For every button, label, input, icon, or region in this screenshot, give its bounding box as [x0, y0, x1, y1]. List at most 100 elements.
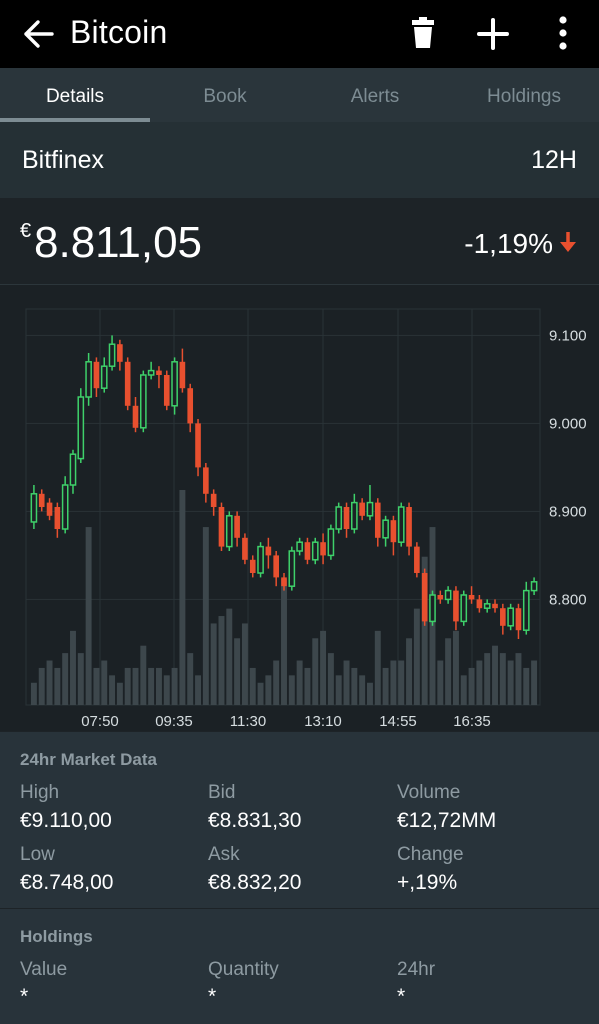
candle-body — [265, 546, 272, 556]
candle-body — [311, 541, 319, 561]
volume-bar — [195, 675, 202, 705]
holdings-value-label: Value — [20, 959, 68, 980]
candle-body — [249, 559, 256, 573]
tab-bar: Details Book Alerts Holdings — [0, 68, 599, 122]
candle-body — [444, 589, 452, 601]
volume-bar — [523, 667, 530, 705]
volume-bar — [366, 682, 373, 705]
volume-bar — [492, 645, 498, 705]
tab-book[interactable]: Book — [203, 86, 247, 107]
candle-body — [327, 528, 335, 557]
low-value: €8.748,00 — [20, 871, 114, 894]
tab-alerts[interactable]: Alerts — [350, 86, 400, 107]
candle-body — [429, 594, 436, 623]
exchange-name: Bitfinex — [22, 146, 104, 174]
trash-icon[interactable] — [403, 14, 443, 54]
volume-bar — [46, 660, 53, 705]
volume-bar — [62, 653, 69, 705]
volume-bar — [515, 653, 522, 705]
volume-bar — [93, 667, 100, 705]
candle-body — [85, 361, 92, 398]
candle-body — [171, 361, 178, 407]
y-tick-label: 9.000 — [549, 415, 587, 432]
app-bar: Bitcoin — [0, 0, 599, 68]
candle-body — [156, 370, 162, 375]
candle-body — [147, 369, 155, 376]
tab-details[interactable]: Details — [45, 86, 105, 107]
volume-bar — [116, 682, 123, 705]
candle-body — [225, 515, 233, 548]
volume-bar — [445, 638, 452, 705]
candle-body — [296, 541, 303, 552]
candle-body — [30, 493, 38, 523]
candle-body — [234, 515, 240, 538]
exchange-row[interactable]: Bitfinex 12H — [0, 122, 599, 198]
volume-bar — [38, 667, 45, 705]
price-chart[interactable]: 07:50 09:35 11:30 13:10 14:55 16:35 9.100 9.000… — [0, 285, 599, 731]
volume-bar — [179, 490, 186, 705]
volume-bar — [140, 645, 147, 705]
market-data-section: 24hr Market Data High €9.110,00 Bid €8.8… — [0, 732, 599, 908]
x-tick-label: 14:55 — [379, 713, 417, 730]
candle-body — [117, 344, 123, 362]
volume-bar — [241, 623, 248, 705]
candle-body — [390, 520, 397, 543]
volume-bar — [531, 660, 538, 705]
candle-body — [382, 519, 389, 539]
volume-label: Volume — [397, 782, 461, 803]
volume-bar — [132, 667, 139, 705]
back-arrow-icon[interactable] — [16, 16, 56, 52]
volume-bar — [30, 682, 37, 705]
candle-body — [343, 507, 350, 529]
tab-holdings[interactable]: Holdings — [487, 86, 561, 107]
holdings-quantity: * — [208, 985, 217, 1008]
candle-body — [483, 603, 491, 609]
chart-interval[interactable]: 12H — [531, 146, 577, 174]
candle-body — [281, 577, 287, 587]
volume-bar — [304, 667, 311, 705]
volume-bar — [148, 667, 155, 705]
page-title: Bitcoin — [70, 14, 168, 50]
volume-bar — [163, 675, 170, 705]
candle-body — [61, 484, 69, 530]
price-change: -1,19% — [464, 228, 553, 259]
volume-bar — [155, 667, 162, 705]
change-label: Change — [397, 844, 464, 865]
x-tick-label: 13:10 — [304, 713, 342, 730]
volume-bar — [202, 527, 209, 705]
candle-body — [437, 595, 444, 600]
volume-bar — [288, 675, 295, 705]
volume-bar — [226, 608, 233, 705]
volume-bar — [351, 667, 358, 705]
candle-body — [257, 545, 264, 574]
candle-body — [351, 501, 358, 530]
candle-body — [335, 506, 343, 530]
volume-value: €12,72MM — [397, 809, 497, 832]
plus-icon[interactable] — [473, 14, 513, 54]
volume-bar — [476, 660, 483, 705]
volume-bar — [327, 653, 334, 705]
candle-body — [38, 493, 45, 507]
holdings-24hr: * — [397, 985, 406, 1008]
candle-body — [406, 507, 412, 547]
volume-bar — [359, 675, 366, 705]
volume-bar — [421, 556, 428, 705]
candle-body — [397, 506, 405, 543]
candle-body — [139, 374, 147, 429]
candle-body — [69, 453, 77, 486]
ask-label: Ask — [208, 844, 240, 865]
candle-body — [93, 361, 100, 389]
volume-bar — [70, 630, 76, 705]
more-vert-icon[interactable] — [545, 14, 585, 54]
volume-bar — [109, 675, 116, 705]
volume-bar — [234, 638, 241, 705]
volume-bar — [374, 630, 381, 705]
volume-bar — [257, 682, 264, 705]
candle-body — [46, 502, 53, 516]
market-data-title: 24hr Market Data — [20, 750, 158, 769]
candle-body — [453, 590, 459, 622]
holdings-section: Holdings Value * Quantity * 24hr * — [0, 909, 599, 1024]
volume-bar — [187, 653, 194, 705]
candle-body — [132, 405, 139, 428]
candle-body — [522, 589, 530, 631]
